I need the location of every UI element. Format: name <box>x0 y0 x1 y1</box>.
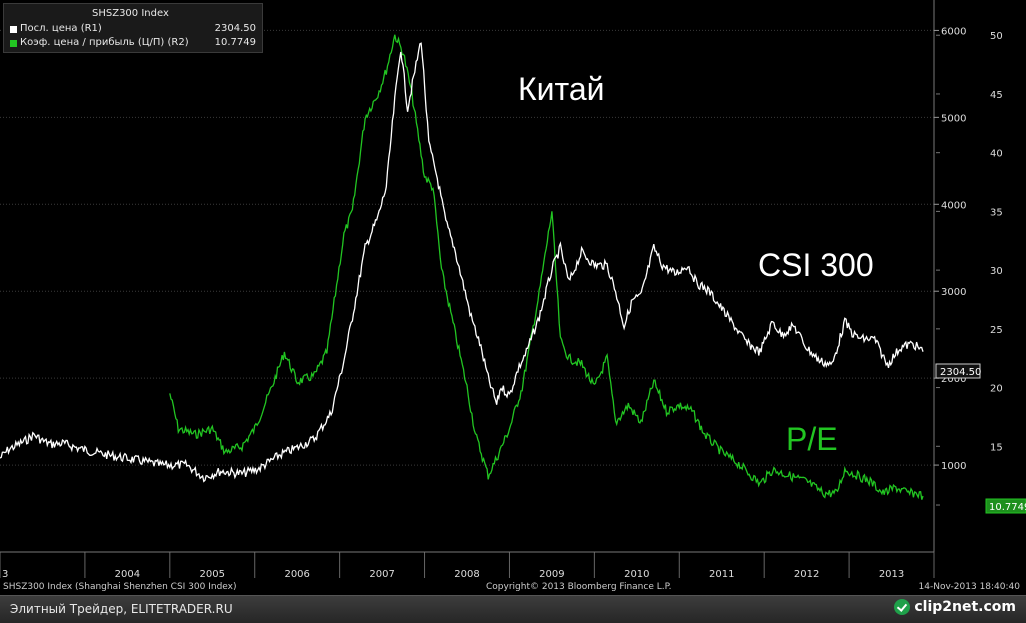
x-tick-label: 3 <box>2 569 8 580</box>
x-tick-label: 2004 <box>115 569 140 580</box>
x-tick-label: 2012 <box>794 569 819 580</box>
last-value-pe: 10.7749 <box>989 502 1026 513</box>
y2-tick-label: 30 <box>990 266 1003 277</box>
footer-source: SHSZ300 Index (Shanghai Shenzhen CSI 300… <box>3 582 237 592</box>
legend-label-csi300: Посл. цена (R1) <box>20 23 102 34</box>
legend-item-pe: Коэф. цена / прибыль (Ц/П) (R2) 10.7749 <box>10 37 256 50</box>
clip2net-logo: clip2net.com <box>894 599 1016 615</box>
y1-tick-label: 5000 <box>941 113 966 124</box>
y2-tick-label: 45 <box>990 90 1003 101</box>
footer-timestamp: 14-Nov-2013 18:40:40 <box>918 582 1020 592</box>
x-tick-label: 2007 <box>369 569 394 580</box>
last-value-csi: 2304.50 <box>940 367 981 378</box>
y1-tick-label: 4000 <box>941 200 966 211</box>
chart-legend: SHSZ300 Index Посл. цена (R1) 2304.50 Ко… <box>3 3 263 53</box>
clip2net-label: clip2net.com <box>914 599 1016 615</box>
last-value-tag-csi: 2304.50 <box>935 363 981 379</box>
site-credit: Элитный Трейдер, ELITETRADER.RU <box>10 602 233 616</box>
x-tick-label: 2006 <box>284 569 309 580</box>
chart-title: SHSZ300 Index <box>92 8 169 19</box>
legend-value-pe: 10.7749 <box>214 37 256 48</box>
x-tick-label: 2013 <box>879 569 904 580</box>
plot-background <box>0 0 934 552</box>
x-tick-label: 2005 <box>200 569 225 580</box>
legend-swatch-green <box>10 40 17 47</box>
y2-tick-label: 35 <box>990 207 1003 218</box>
x-tick-label: 2011 <box>709 569 734 580</box>
y2-tick-label: 25 <box>990 325 1003 336</box>
series-line-csi300 <box>0 42 924 483</box>
annotation-index: CSI 300 <box>758 247 874 283</box>
legend-value-csi300: 2304.50 <box>214 23 256 34</box>
legend-label-pe: Коэф. цена / прибыль (Ц/П) (R2) <box>20 37 189 48</box>
annotation-pe: P/E <box>786 421 838 457</box>
last-value-tag-pe: 10.7749 <box>985 498 1026 514</box>
y2-tick-label: 15 <box>990 442 1003 453</box>
y1-tick-label: 3000 <box>941 287 966 298</box>
legend-item-csi300: Посл. цена (R1) 2304.50 <box>10 23 256 36</box>
y1-tick-label: 2000 <box>941 374 966 385</box>
y1-tick-label: 6000 <box>941 26 966 37</box>
check-icon <box>894 599 911 615</box>
x-tick-label: 2008 <box>454 569 479 580</box>
watermark-bar: Элитный Трейдер, ELITETRADER.RU clip2net… <box>0 595 1026 623</box>
y2-tick-label: 20 <box>990 384 1003 395</box>
chart-svg: 1000200030004000500060001015202530354045… <box>0 0 1026 580</box>
series-line-pe <box>169 34 924 500</box>
x-tick-label: 2009 <box>539 569 564 580</box>
annotation-country: Китай <box>518 71 604 107</box>
footer-copyright: Copyright© 2013 Bloomberg Finance L.P. <box>486 582 672 592</box>
y1-tick-label: 1000 <box>941 461 966 472</box>
legend-swatch-white <box>10 26 17 33</box>
y2-tick-label: 50 <box>990 31 1003 42</box>
y2-tick-label: 40 <box>990 149 1003 160</box>
x-tick-label: 2010 <box>624 569 649 580</box>
